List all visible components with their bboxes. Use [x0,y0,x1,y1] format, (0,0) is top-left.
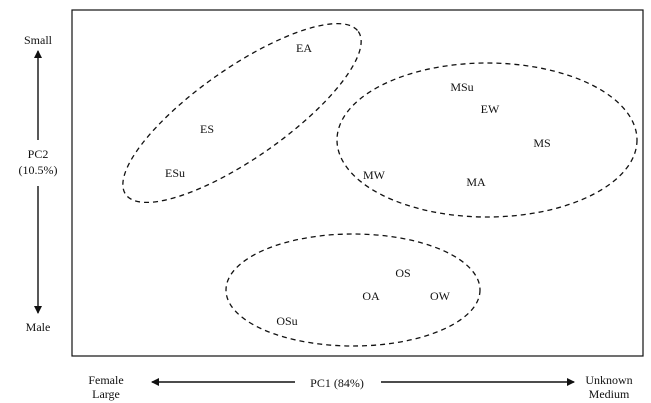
point-label-es: ES [200,122,214,136]
cluster-o-ellipse [225,233,481,347]
point-label-ea: EA [296,41,312,55]
x-right-label: Unknown [585,373,632,387]
x-left-label: Female [88,373,123,387]
point-label-ow: OW [430,289,451,303]
point-label-mw: MW [363,168,386,182]
x-right-sublabel: Medium [589,387,630,401]
point-label-ew: EW [481,102,500,116]
point-label-os: OS [395,266,410,280]
y-top-label: Small [24,33,53,47]
x-left-sublabel: Large [92,387,120,401]
cluster-m-ellipse [336,62,638,218]
point-label-oa: OA [362,289,380,303]
plot-frame [71,9,644,357]
y-bottom-label: Male [26,320,51,334]
x-axis-label: PC1 (84%) [310,376,364,390]
point-label-osu: OSu [276,314,297,328]
cluster-e-ellipse [122,22,362,204]
point-label-esu: ESu [165,166,185,180]
point-label-ms: MS [533,136,550,150]
y-axis-label: PC2 [28,147,49,161]
y-axis-percent: (10.5%) [19,163,58,177]
point-label-ma: MA [466,175,486,189]
point-label-msu: MSu [450,80,473,94]
